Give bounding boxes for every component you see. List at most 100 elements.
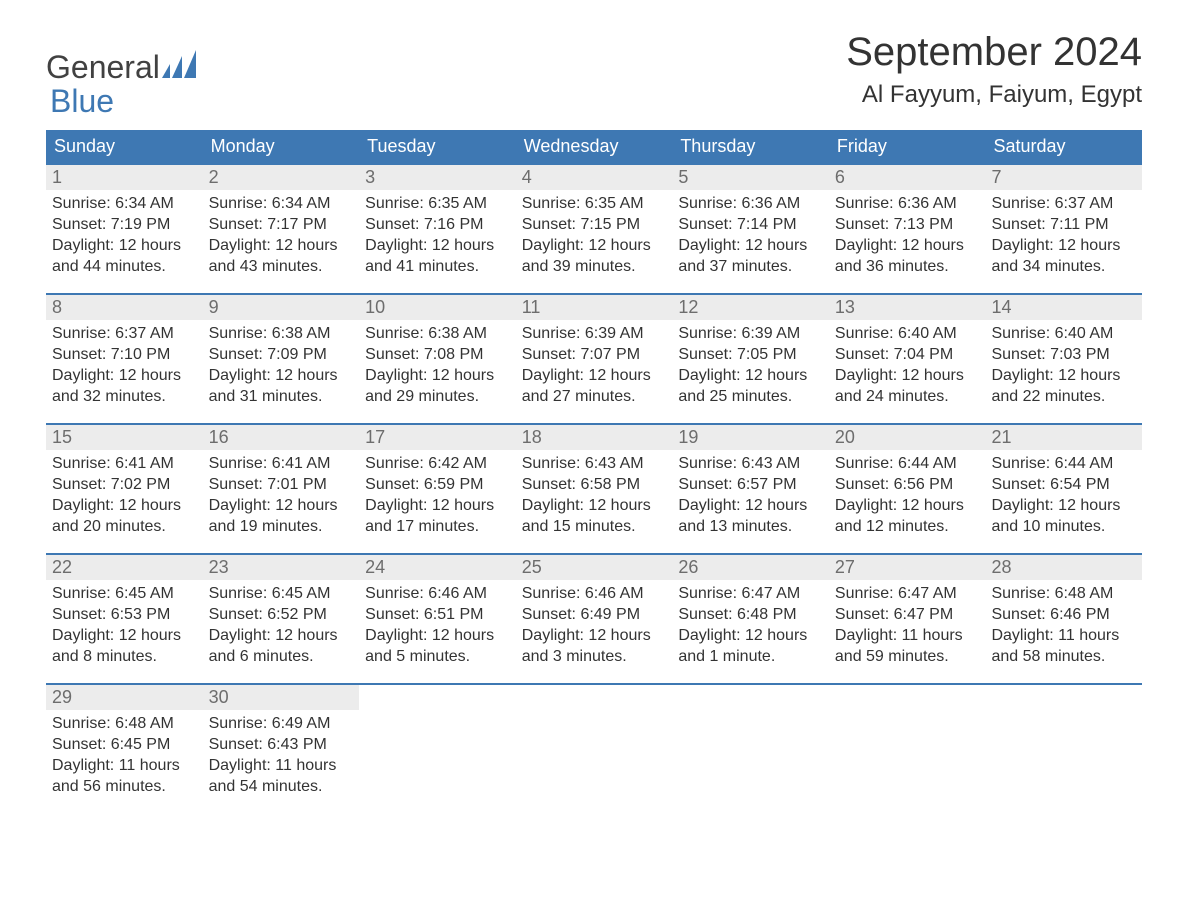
day-number: 14 [985,295,1142,320]
logo-word-2: Blue [50,85,114,119]
day-number: 18 [516,425,673,450]
day-detail-line: and 5 minutes. [365,647,510,668]
day-number: 29 [46,685,203,710]
day-details: Sunrise: 6:37 AMSunset: 7:11 PMDaylight:… [985,190,1142,277]
day-detail-line: Sunset: 7:07 PM [522,345,667,366]
title-block: September 2024 Al Fayyum, Faiyum, Egypt [846,30,1142,109]
day-number: 3 [359,165,516,190]
day-detail-line: and 31 minutes. [209,387,354,408]
day-detail-line: Daylight: 12 hours [365,366,510,387]
day-number: 26 [672,555,829,580]
day-detail-line: Daylight: 11 hours [52,756,197,777]
calendar-day-empty [516,683,673,807]
day-detail-line: Sunrise: 6:38 AM [209,324,354,345]
day-detail-line: Daylight: 12 hours [678,366,823,387]
day-detail-line: Sunset: 7:08 PM [365,345,510,366]
day-detail-line: Sunset: 7:11 PM [991,215,1136,236]
day-detail-line: and 22 minutes. [991,387,1136,408]
calendar-day: 11Sunrise: 6:39 AMSunset: 7:07 PMDayligh… [516,293,673,417]
day-detail-line: Sunrise: 6:42 AM [365,454,510,475]
day-detail-line: Daylight: 12 hours [678,236,823,257]
day-detail-line: Daylight: 12 hours [678,496,823,517]
weekday-header: Saturday [985,130,1142,163]
calendar-day: 14 Sunrise: 6:40 AMSunset: 7:03 PMDayligh… [985,293,1142,417]
day-detail-line: Sunset: 7:03 PM [991,345,1136,366]
day-detail-line: and 27 minutes. [522,387,667,408]
day-detail-line: Sunset: 6:45 PM [52,735,197,756]
day-detail-line: Sunrise: 6:39 AM [678,324,823,345]
day-details: Sunrise: 6:41 AMSunset: 7:01 PMDaylight:… [203,450,360,537]
day-number: 4 [516,165,673,190]
day-detail-line: Daylight: 12 hours [52,626,197,647]
day-number: 5 [672,165,829,190]
calendar-day: 28Sunrise: 6:48 AMSunset: 6:46 PMDayligh… [985,553,1142,677]
day-detail-line: Sunrise: 6:40 AM [835,324,980,345]
weekday-header: Friday [829,130,986,163]
day-detail-line: Daylight: 11 hours [835,626,980,647]
logo-chart-icon [160,50,196,85]
day-detail-line: Sunset: 7:16 PM [365,215,510,236]
day-detail-line: and 34 minutes. [991,257,1136,278]
day-detail-line: Sunset: 7:17 PM [209,215,354,236]
calendar-day-empty [829,683,986,807]
day-detail-line: Daylight: 12 hours [522,236,667,257]
day-details: Sunrise: 6:45 AMSunset: 6:53 PMDaylight:… [46,580,203,667]
day-detail-line: and 32 minutes. [52,387,197,408]
day-detail-line: Sunset: 6:43 PM [209,735,354,756]
calendar-day: 27Sunrise: 6:47 AMSunset: 6:47 PMDayligh… [829,553,986,677]
day-detail-line: and 29 minutes. [365,387,510,408]
day-details: Sunrise: 6:47 AMSunset: 6:48 PMDaylight:… [672,580,829,667]
day-detail-line: Daylight: 12 hours [991,366,1136,387]
day-details: Sunrise: 6:48 AMSunset: 6:46 PMDaylight:… [985,580,1142,667]
day-number: 8 [46,295,203,320]
day-detail-line: and 37 minutes. [678,257,823,278]
calendar-day-empty [985,683,1142,807]
calendar-day: 5Sunrise: 6:36 AMSunset: 7:14 PMDaylight… [672,163,829,287]
day-number: 20 [829,425,986,450]
calendar-day: 3Sunrise: 6:35 AMSunset: 7:16 PMDaylight… [359,163,516,287]
day-detail-line: Sunrise: 6:48 AM [52,714,197,735]
day-number: 15 [46,425,203,450]
day-detail-line: and 44 minutes. [52,257,197,278]
day-detail-line: Daylight: 12 hours [522,366,667,387]
day-detail-line: Daylight: 11 hours [209,756,354,777]
day-detail-line: Sunset: 6:56 PM [835,475,980,496]
day-detail-line: Daylight: 11 hours [991,626,1136,647]
day-detail-line: Daylight: 12 hours [52,236,197,257]
calendar-day: 1Sunrise: 6:34 AMSunset: 7:19 PMDaylight… [46,163,203,287]
day-number: 11 [516,295,673,320]
day-detail-line: Daylight: 12 hours [835,366,980,387]
location: Al Fayyum, Faiyum, Egypt [846,81,1142,109]
day-detail-line: and 13 minutes. [678,517,823,538]
day-details: Sunrise: 6:46 AMSunset: 6:49 PMDaylight:… [516,580,673,667]
day-details: Sunrise: 6:41 AMSunset: 7:02 PMDaylight:… [46,450,203,537]
calendar-day: 17Sunrise: 6:42 AMSunset: 6:59 PMDayligh… [359,423,516,547]
day-detail-line: Sunset: 6:59 PM [365,475,510,496]
day-detail-line: and 1 minute. [678,647,823,668]
day-detail-line: Daylight: 12 hours [365,626,510,647]
day-detail-line: Sunrise: 6:36 AM [678,194,823,215]
day-detail-line: and 19 minutes. [209,517,354,538]
day-detail-line: Daylight: 12 hours [365,496,510,517]
day-detail-line: Daylight: 12 hours [209,626,354,647]
day-detail-line: Sunrise: 6:43 AM [678,454,823,475]
day-detail-line: Sunrise: 6:47 AM [678,584,823,605]
day-detail-line: and 24 minutes. [835,387,980,408]
day-details: Sunrise: 6:36 AMSunset: 7:14 PMDaylight:… [672,190,829,277]
day-detail-line: and 36 minutes. [835,257,980,278]
day-detail-line: Sunset: 6:51 PM [365,605,510,626]
calendar-day: 10Sunrise: 6:38 AMSunset: 7:08 PMDayligh… [359,293,516,417]
day-detail-line: Sunrise: 6:43 AM [522,454,667,475]
day-number: 25 [516,555,673,580]
day-detail-line: Sunrise: 6:40 AM [991,324,1136,345]
calendar-day: 7Sunrise: 6:37 AMSunset: 7:11 PMDaylight… [985,163,1142,287]
day-number: 16 [203,425,360,450]
calendar-week: 8Sunrise: 6:37 AMSunset: 7:10 PMDaylight… [46,293,1142,417]
day-detail-line: Sunrise: 6:37 AM [52,324,197,345]
day-detail-line: Sunset: 6:49 PM [522,605,667,626]
day-detail-line: Sunrise: 6:35 AM [522,194,667,215]
weekday-header: Monday [203,130,360,163]
day-details: Sunrise: 6:44 AMSunset: 6:54 PMDaylight:… [985,450,1142,537]
day-details: Sunrise: 6:38 AMSunset: 7:08 PMDaylight:… [359,320,516,407]
day-detail-line: Sunset: 6:54 PM [991,475,1136,496]
